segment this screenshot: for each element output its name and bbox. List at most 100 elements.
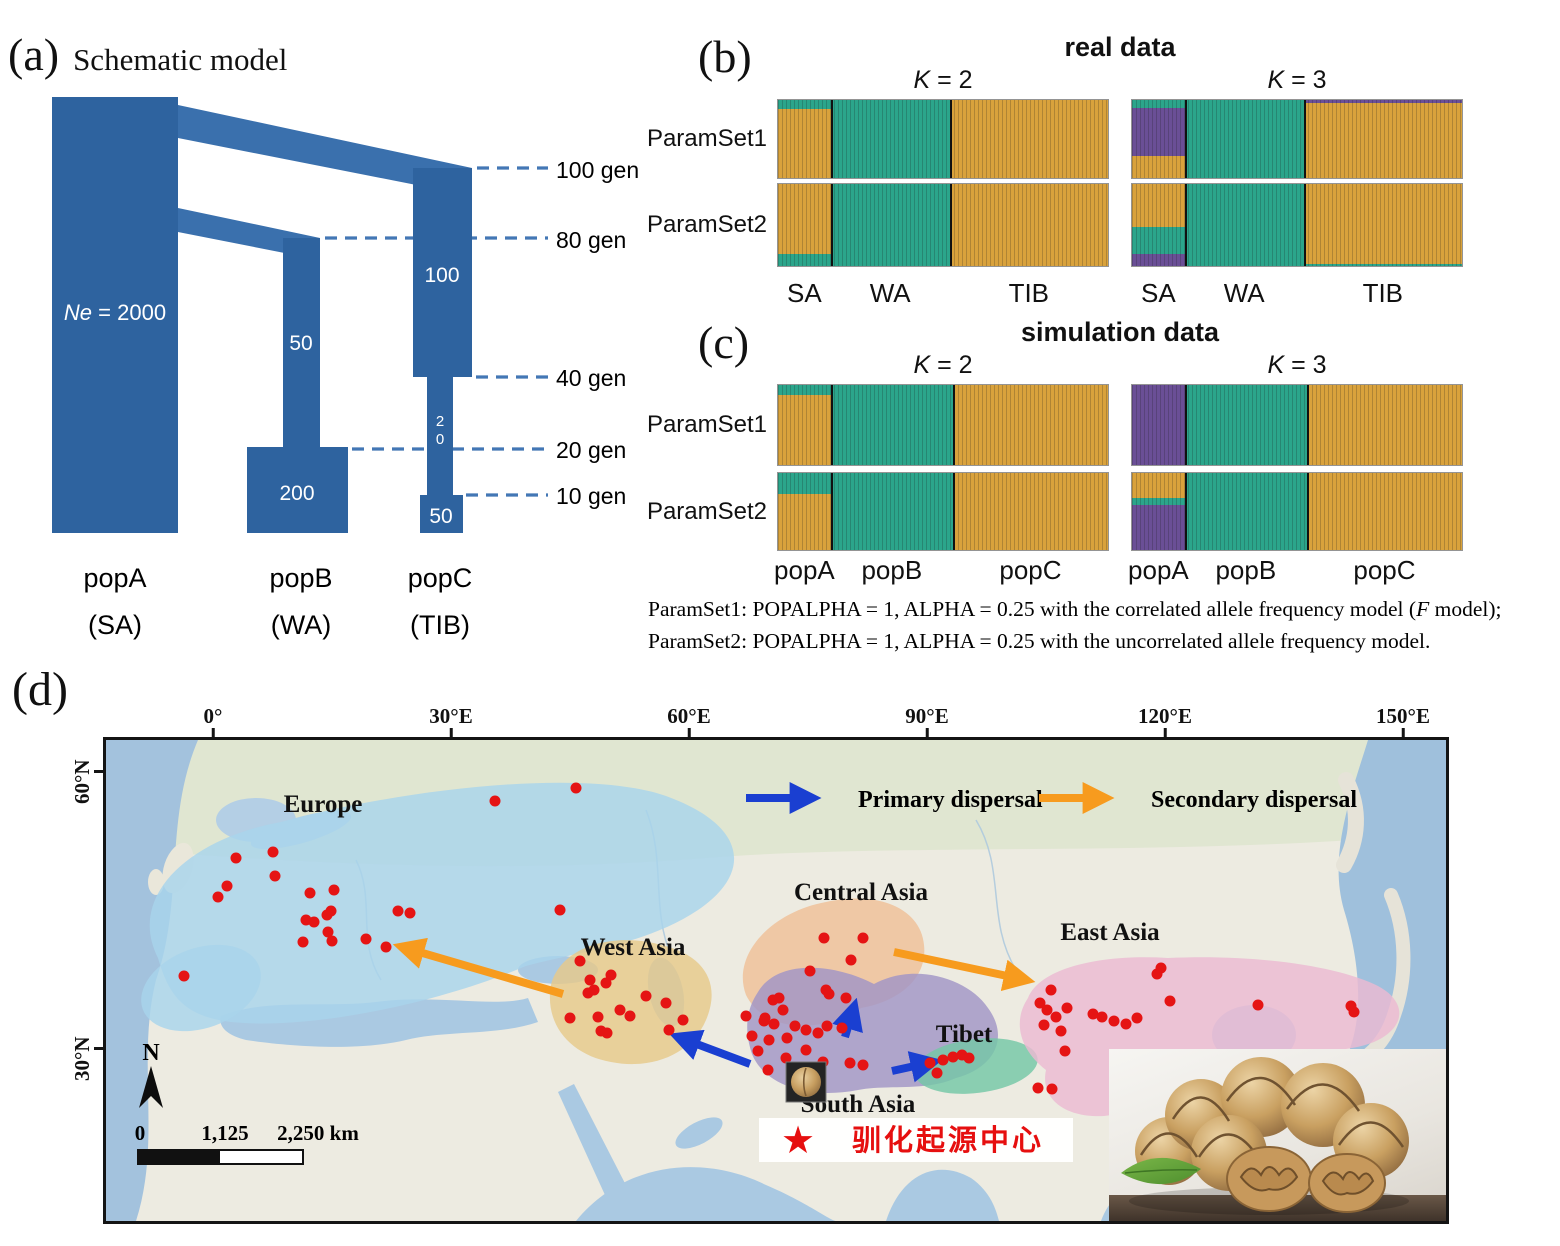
structure-group — [1184, 184, 1304, 266]
population-columns — [52, 97, 472, 533]
north-arrow-icon — [139, 1066, 163, 1108]
sample-site-dot-east_asia — [1046, 1083, 1058, 1095]
sample-site-dot-europe — [380, 941, 392, 953]
ancestry-layer — [778, 473, 831, 494]
sample-site-dot-south_asia — [762, 1064, 774, 1076]
sample-site-dot-west_asia — [600, 977, 612, 989]
sample-site-dot-europe — [570, 782, 582, 794]
ancestry-layer — [778, 100, 831, 110]
popC-mid-size-digit1: 2 — [436, 413, 444, 430]
structure-group — [830, 385, 953, 465]
sample-site-dot-central_asia — [845, 954, 857, 966]
origin-marker: ★ 驯化起源中心 — [759, 1118, 1073, 1162]
popC-size-label: 100 — [424, 264, 459, 287]
sample-site-dot-east_asia — [1059, 1045, 1071, 1057]
sample-site-dot-europe — [325, 905, 337, 917]
scale-0: 0 — [135, 1121, 146, 1145]
group-label-popA: popA — [1128, 555, 1189, 585]
sample-site-dot-south_asia — [844, 1057, 856, 1069]
structure-group — [952, 385, 1108, 465]
caption-line-2: ParamSet2: POPALPHA = 1, ALPHA = 0.25 wi… — [648, 629, 1431, 654]
region-label-central_asia: Central Asia — [794, 879, 929, 906]
walnut-origin-icon — [785, 1061, 827, 1103]
sample-site-dot-south_asia — [821, 1020, 833, 1032]
ancestry-layer — [1132, 498, 1185, 505]
north-arrow: N — [139, 1040, 163, 1108]
ancestry-layer — [1186, 184, 1304, 266]
ancestry-layer — [778, 184, 831, 254]
group-label-SA: SA — [1141, 278, 1176, 308]
region-label-europe: Europe — [284, 791, 363, 818]
sample-site-dot-west_asia — [624, 1010, 636, 1022]
x-tick-label-120°E: 120°E — [1138, 704, 1192, 728]
sample-site-dot-europe — [304, 887, 316, 899]
sample-site-dot-east_asia — [1164, 995, 1176, 1007]
legend-secondary-label: Secondary dispersal — [1151, 787, 1357, 813]
sample-site-dot-central_asia — [818, 932, 830, 944]
x-tick-label-150°E: 150°E — [1376, 704, 1430, 728]
sample-site-dot-tibet — [947, 1051, 959, 1063]
structure-group — [778, 184, 831, 266]
ancestry-layer — [778, 253, 831, 266]
svg-text:(TIB): (TIB) — [410, 610, 470, 640]
sample-site-dot-europe — [326, 935, 338, 947]
structure-group — [830, 184, 950, 266]
ancestry-layer — [778, 385, 831, 396]
ancestry-layer — [832, 385, 953, 465]
panel-d-map-panel: (d) 0° 30°E 60°E 90°E 120°E 150°E 60°N 30°N — [0, 660, 1560, 1246]
ancestry-layer — [1305, 184, 1462, 264]
sample-site-dot-central_asia — [823, 988, 835, 1000]
sample-site-dot-east_asia — [1055, 1025, 1067, 1037]
structure-group — [1303, 100, 1462, 178]
sample-site-dot-europe — [308, 916, 320, 928]
region-label-tibet: Tibet — [936, 1021, 993, 1048]
ancestry-layer — [1132, 107, 1185, 157]
panel-c-row-label-1: ParamSet1 — [646, 411, 767, 438]
sample-site-dot-europe — [267, 846, 279, 858]
leaf-icon — [1121, 1157, 1201, 1185]
panel-c-k2-label: K = 2 — [913, 351, 973, 379]
sample-site-dot-europe — [230, 852, 242, 864]
sample-site-dot-central_asia — [804, 965, 816, 977]
panel-a-letter: (a) — [8, 29, 60, 80]
band-popA-to-popC — [178, 105, 472, 196]
region-blob-europe — [149, 782, 735, 1024]
sample-site-dot-south_asia — [800, 1024, 812, 1036]
group-label-popC: popC — [999, 555, 1062, 585]
scale-mid: 1,125 — [201, 1121, 248, 1145]
group-label-popC: popC — [1353, 555, 1416, 585]
ancestry-layer — [1305, 100, 1462, 104]
map-legend: Primary dispersal Secondary dispersal — [746, 782, 1357, 814]
generation-labels: 100 gen 80 gen 40 gen 20 gen 10 gen — [556, 157, 639, 509]
popC-mid-size-digit2: 0 — [436, 431, 444, 448]
sample-site-dot-east_asia — [1096, 1011, 1108, 1023]
sample-site-dot-east_asia — [1108, 1015, 1120, 1027]
ancestry-layer — [1305, 263, 1462, 266]
sample-site-dot-east_asia — [1045, 984, 1057, 996]
param-set-caption: ParamSet1: POPALPHA = 1, ALPHA = 0.25 wi… — [648, 593, 1560, 658]
sample-site-dot-east_asia — [1151, 968, 1163, 980]
x-tick-mark — [687, 728, 691, 737]
panel-b-k3-label: K = 3 — [1267, 66, 1327, 94]
region-blob-europe — [141, 944, 261, 1032]
sample-site-dot-south_asia — [780, 1052, 792, 1064]
structure-row-real-k3-paramset1 — [1131, 99, 1463, 179]
group-label-popB: popB — [1215, 555, 1277, 585]
sample-site-dot-west_asia — [677, 1014, 689, 1026]
sample-site-dot-tibet — [931, 1067, 943, 1079]
structure-group — [1184, 473, 1307, 550]
structure-group — [830, 473, 953, 550]
x-tick-mark — [925, 728, 929, 737]
popB-base — [247, 447, 348, 533]
sample-site-dot-west_asia — [640, 990, 652, 1002]
group-label-WA: WA — [1223, 278, 1265, 308]
structure-row-real-k2-paramset1 — [777, 99, 1109, 179]
sample-site-dot-east_asia — [1050, 1011, 1062, 1023]
ancestry-layer — [1308, 385, 1462, 465]
walnut-photo-inset — [1109, 1049, 1446, 1221]
sample-site-dot-east_asia — [1131, 1012, 1143, 1024]
ancestry-layer — [1186, 473, 1307, 550]
popC-column — [413, 168, 472, 377]
popC-narrow — [427, 377, 453, 495]
ancestry-layer — [1305, 103, 1462, 178]
